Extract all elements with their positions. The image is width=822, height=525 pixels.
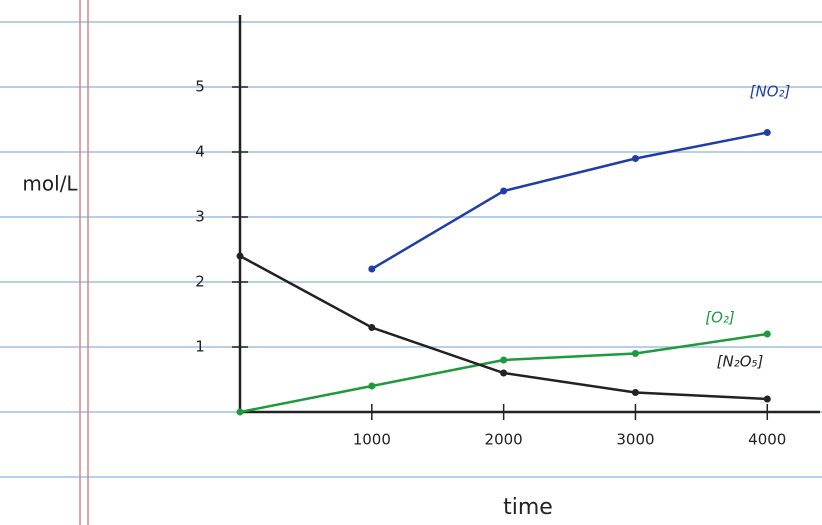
- x-tick-label: 1000: [353, 431, 391, 449]
- y-tick-label: 2: [195, 273, 205, 291]
- data-point: [368, 266, 375, 273]
- series-line: [240, 256, 767, 399]
- data-point: [632, 155, 639, 162]
- y-tick-label: 4: [195, 143, 205, 161]
- data-point: [237, 253, 244, 260]
- data-point: [368, 324, 375, 331]
- data-point: [632, 389, 639, 396]
- data-point: [500, 357, 507, 364]
- series-label: [N₂O₅]: [717, 353, 764, 371]
- x-tick-label: 3000: [616, 431, 654, 449]
- chart: mol/L time 1 2 3 4 5 1000 2000 3000 4000 [NO₂] [O₂…: [0, 0, 822, 525]
- y-axis-label: mol/L: [22, 172, 78, 196]
- data-point: [764, 396, 771, 403]
- notebook-paper: [0, 0, 822, 525]
- data-point: [632, 350, 639, 357]
- data-point: [500, 370, 507, 377]
- y-tick-label: 1: [195, 338, 205, 356]
- x-tick-label: 4000: [748, 431, 786, 449]
- series-line: [372, 133, 767, 270]
- data-point: [764, 129, 771, 136]
- data-point: [764, 331, 771, 338]
- series-label: [O₂]: [705, 309, 735, 327]
- y-tick-label: 5: [195, 78, 205, 96]
- x-axis-label: time: [503, 495, 553, 520]
- y-tick-label: 3: [195, 208, 205, 226]
- x-tick-label: 2000: [485, 431, 523, 449]
- series-label: [NO₂]: [750, 83, 791, 101]
- data-point: [500, 188, 507, 195]
- data-point: [368, 383, 375, 390]
- data-point: [237, 409, 244, 416]
